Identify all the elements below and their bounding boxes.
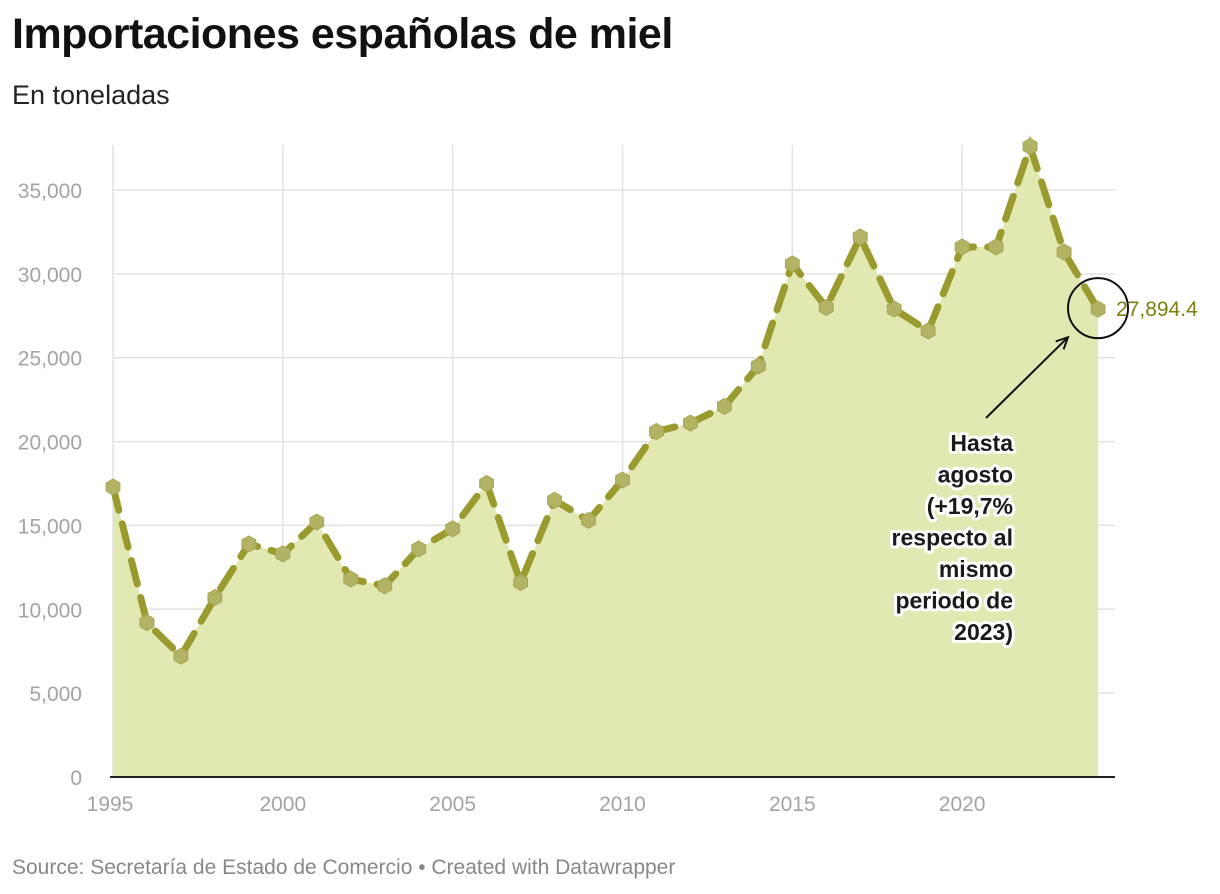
marker-2004 [411,540,427,558]
marker-2022 [1022,137,1038,155]
source-credit: Source: Secretaría de Estado de Comercio… [12,856,676,879]
marker-2003 [377,577,393,595]
annotation-line: respecto al [892,525,1013,551]
y-tick-label-35000: 35,000 [18,180,82,203]
annotation-line: mismo [939,556,1013,582]
marker-2007 [513,573,528,592]
marker-2005 [445,520,461,538]
marker-2018 [886,300,902,318]
marker-1999 [241,535,257,553]
marker-2023 [1056,243,1072,261]
x-tick-label-2015: 2015 [769,793,816,816]
y-axis-labels: 0 5,000 10,000 15,000 20,000 25,000 30,000 35,0… [18,180,82,790]
y-tick-label-15000: 15,000 [18,515,82,538]
y-tick-label-0: 0 [70,767,82,790]
marker-1995 [105,478,121,496]
y-tick-label-5000: 5,000 [29,683,82,706]
chart-title: Importaciones españolas de miel [12,10,673,58]
marker-2015 [784,255,800,273]
marker-1997 [173,647,189,665]
markers [105,137,1106,665]
marker-2000 [275,545,291,563]
y-tick-label-10000: 10,000 [18,599,82,622]
x-tick-label-2005: 2005 [429,793,476,816]
annotation-arrowhead [1055,335,1070,350]
marker-2020 [954,238,970,256]
x-tick-label-2010: 2010 [599,793,646,816]
x-axis-labels: 1995 2000 2005 2010 2015 2020 [87,793,986,816]
y-tick-label-30000: 30,000 [18,264,82,287]
annotation-arrow [985,336,1069,419]
highlight-circle [1067,277,1129,340]
annotation-line: 2023) [954,619,1013,645]
marker-2009 [581,511,596,529]
annotation-line: Hasta [950,430,1013,456]
x-tick-label-2020: 2020 [939,793,986,816]
annotation-line: periodo de [895,588,1013,614]
marker-2013 [717,397,732,415]
marker-2012 [683,414,698,432]
annotation-text: Hasta agosto (+19,7% respecto al mismo period… [892,430,1014,645]
marker-2019 [920,322,936,340]
marker-2016 [818,298,834,316]
annotation-line: agosto [938,462,1013,488]
area-fill [113,146,1098,777]
marker-1998 [207,588,223,607]
y-tick-label-20000: 20,000 [18,432,82,455]
marker-2008 [547,491,562,509]
marker-2010 [615,471,630,489]
marker-2017 [852,228,868,246]
annotation-line: (+19,7% [927,493,1013,519]
marker-2021 [988,238,1004,256]
x-tick-label-2000: 2000 [259,793,306,816]
end-value-label: 27,894.4 [1116,298,1198,321]
marker-2006 [479,474,494,493]
x-tick-label-1995: 1995 [87,793,134,816]
marker-2024 [1090,300,1106,318]
marker-1996 [139,614,155,632]
y-tick-label-25000: 25,000 [18,348,82,371]
marker-2001 [309,513,325,531]
marker-2014 [750,357,766,375]
chart-subtitle: En toneladas [12,80,170,110]
marker-2002 [343,570,359,588]
marker-2011 [649,422,664,441]
